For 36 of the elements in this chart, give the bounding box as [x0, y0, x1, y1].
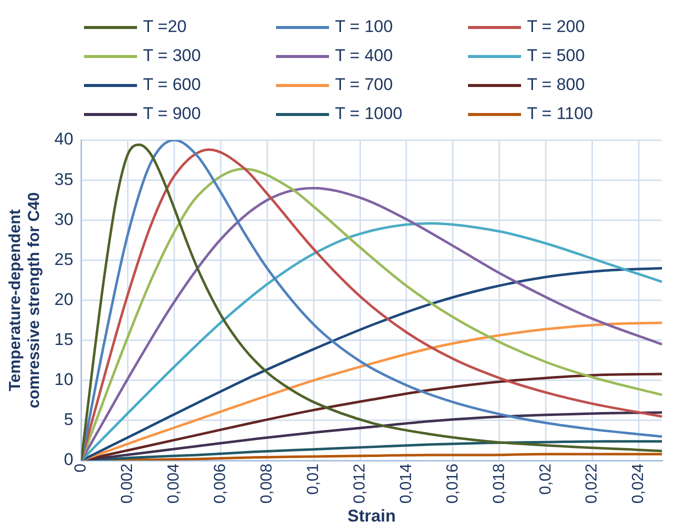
y-tick-label: 10	[54, 370, 74, 390]
y-tick-label: 0	[64, 450, 74, 470]
x-tick-label: 0,014	[398, 463, 415, 504]
y-tick-label: 35	[54, 170, 74, 189]
x-tick-label: 0,012	[351, 463, 368, 504]
x-tick-label: 0,008	[258, 463, 276, 504]
y-axis-title: Temperature-dependent comressive strength for C40	[7, 192, 44, 408]
x-tick-label: 0,004	[166, 463, 183, 504]
y-tick-label: 20	[54, 290, 74, 309]
legend-label: T = 800	[527, 75, 585, 95]
x-tick-label: 0,018	[490, 463, 508, 504]
x-axis-title: Strain	[348, 506, 396, 526]
x-tick-label: 0,01	[304, 463, 322, 495]
legend-label: T = 300	[143, 46, 201, 66]
x-tick-label: 0,016	[444, 463, 462, 504]
x-tick-label: 0,02	[537, 463, 554, 495]
legend-label: T = 1100	[527, 104, 594, 124]
x-tick-label: 0,002	[119, 463, 136, 504]
legend-label: T =20	[143, 17, 187, 37]
x-tick-label: 0	[72, 463, 90, 472]
y-tick-label: 5	[64, 410, 74, 430]
legend-label: T = 400	[335, 46, 393, 66]
legend-label: T = 500	[527, 46, 585, 66]
y-tick-label: 30	[54, 210, 74, 229]
x-tick-label: 0,022	[584, 463, 601, 504]
legend-label: T = 600	[143, 75, 201, 95]
legend-label: T = 700	[335, 75, 393, 95]
x-tick-label: 0,024	[630, 463, 648, 504]
y-tick-label: 15	[54, 330, 74, 350]
legend-label: T = 900	[143, 104, 201, 124]
y-tick-label: 40	[54, 130, 74, 149]
legend-label: T = 200	[527, 17, 585, 37]
y-tick-label: 25	[54, 250, 74, 269]
legend-label: T = 100	[335, 17, 393, 37]
legend-label: T = 1000	[335, 104, 402, 124]
x-tick-label: 0,006	[212, 463, 230, 504]
